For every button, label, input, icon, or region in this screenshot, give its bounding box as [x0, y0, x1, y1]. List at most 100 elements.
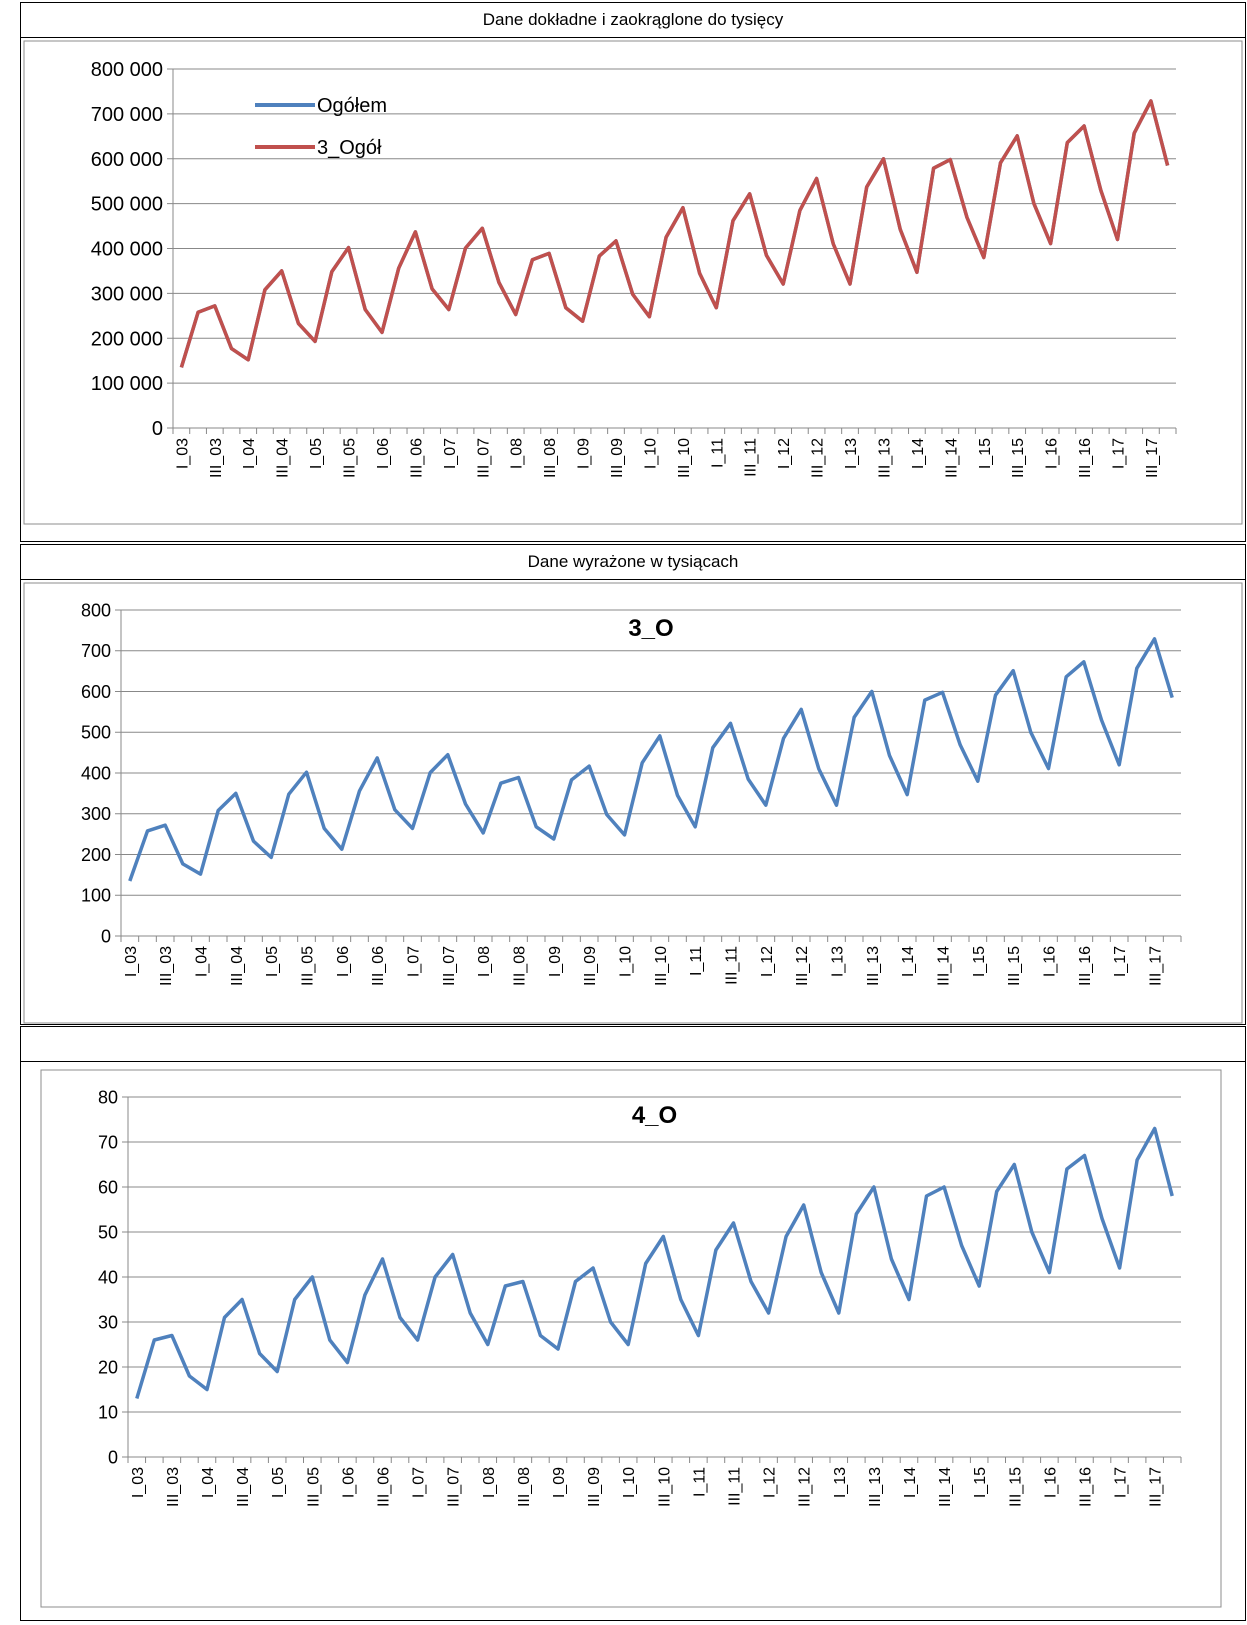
y-tick-label: 300: [81, 804, 111, 824]
x-tick-label: I_08: [481, 1467, 498, 1498]
x-tick-label: I_17: [1113, 1467, 1130, 1498]
y-tick-label: 0: [108, 1447, 118, 1467]
y-tick-label: 500 000: [91, 194, 163, 216]
y-tick-label: 10: [98, 1402, 118, 1422]
x-tick-label: III_06: [370, 946, 387, 986]
x-tick-label: III_13: [865, 946, 882, 986]
y-tick-label: 100: [81, 886, 111, 906]
x-tick-label: III_12: [794, 946, 811, 986]
y-tick-label: 500: [81, 723, 111, 743]
y-tick-label: 400: [81, 763, 111, 783]
x-tick-label: III_10: [653, 946, 670, 986]
x-tick-label: III_10: [656, 1467, 673, 1507]
x-tick-label: I_11: [688, 946, 705, 976]
series-line-0: [128, 637, 1174, 882]
x-tick-label: III_15: [1010, 438, 1027, 478]
y-tick-label: 800: [81, 600, 111, 620]
x-tick-label: I_04: [200, 1467, 217, 1498]
x-tick-label: III_04: [235, 1467, 252, 1507]
x-tick-label: I_16: [1042, 946, 1059, 977]
y-tick-label: 800 000: [91, 59, 163, 81]
y-tick-label: 700: [81, 641, 111, 661]
x-tick-label: III_17: [1144, 438, 1161, 478]
chart-cell-3: 0 10 20 30 40 50 60 70 80 I_03 III_03 I_04 III_04 I_0…: [20, 1061, 1246, 1621]
x-tick-label: I_07: [411, 1467, 428, 1498]
x-tick-label: I_14: [900, 946, 917, 977]
x-tick-label: I_12: [759, 946, 776, 977]
x-tick-label: III_11: [724, 946, 741, 985]
chart-exact-values: 0 100 000 200 000 300 000 400 000 500 000 600 …: [23, 40, 1243, 525]
section-title-empty: [20, 1026, 1246, 1062]
x-tick-label: III_16: [1077, 1467, 1094, 1507]
x-tick-label: I_13: [830, 946, 847, 977]
chart-3-o: 0 100 200 300 400 500 600 700 800 I_03 III_03 I_04 I…: [23, 582, 1243, 1024]
section-title-exact: Dane dokładne i zaokrąglone do tysięcy: [20, 2, 1246, 38]
x-tick-label: I_07: [442, 438, 459, 469]
y-tick-label: 50: [98, 1222, 118, 1242]
x-tick-label: I_10: [621, 1467, 638, 1498]
x-tick-label: I_08: [476, 946, 493, 977]
x-tick-label: III_12: [810, 438, 827, 478]
x-tick-label: III_13: [876, 438, 893, 478]
x-tick-label: I_15: [971, 946, 988, 977]
x-tick-label: I_05: [308, 438, 325, 469]
x-tick-label: I_06: [375, 438, 392, 469]
y-tick-label: 0: [101, 926, 111, 946]
y-tick-label: 40: [98, 1267, 118, 1287]
chart-cell-2: 0 100 200 300 400 500 600 700 800 I_03 III_03 I_04 I…: [20, 579, 1246, 1025]
x-tick-label: III_14: [943, 438, 960, 478]
section-title-thousands: Dane wyrażone w tysiącach: [20, 544, 1246, 580]
x-tick-label: I_10: [642, 438, 659, 469]
x-tick-label: I_09: [547, 946, 564, 977]
x-tick-label: III_07: [446, 1467, 463, 1507]
x-tick-label: I_17: [1112, 946, 1129, 977]
x-tick-label: III_10: [676, 438, 693, 478]
x-tick-label: III_09: [609, 438, 626, 478]
y-tick-label: 70: [98, 1132, 118, 1152]
y-tick-label: 60: [98, 1177, 118, 1197]
x-tick-label: I_06: [340, 1467, 357, 1498]
x-tick-label: I_13: [832, 1467, 849, 1498]
x-tick-label: III_07: [441, 946, 458, 986]
y-tick-label: 400 000: [91, 239, 163, 261]
x-tick-label: III_07: [475, 438, 492, 478]
y-tick-label: 200: [81, 845, 111, 865]
x-tick-label: I_11: [709, 438, 726, 468]
chart-title: 3_O: [628, 615, 673, 642]
x-tick-label: I_11: [691, 1467, 708, 1497]
y-tick-label: 600 000: [91, 149, 163, 171]
x-tick-label: I_04: [194, 946, 211, 977]
x-tick-label: III_09: [586, 1467, 603, 1507]
x-tick-label: III_17: [1148, 1467, 1165, 1507]
x-tick-label: I_05: [264, 946, 281, 977]
x-tick-label: I_03: [123, 946, 140, 977]
x-tick-label: III_15: [1007, 1467, 1024, 1507]
y-tick-label: 300 000: [91, 283, 163, 305]
y-tick-label: 30: [98, 1312, 118, 1332]
x-tick-label: III_14: [937, 1467, 954, 1507]
x-tick-label: I_07: [406, 946, 423, 977]
legend-label-1: 3_Ogół: [317, 137, 382, 159]
x-tick-label: I_04: [241, 438, 258, 469]
series-line-0: [135, 1126, 1174, 1400]
x-tick-label: III_15: [1006, 946, 1023, 986]
x-tick-label: I_12: [762, 1467, 779, 1498]
x-tick-label: III_03: [165, 1467, 182, 1507]
x-tick-label: I_08: [509, 438, 526, 469]
legend-label-0: Ogółem: [317, 95, 387, 117]
x-tick-label: I_06: [335, 946, 352, 977]
x-tick-label: III_16: [1077, 946, 1094, 986]
x-tick-label: I_03: [174, 438, 191, 469]
x-tick-label: I_16: [1044, 438, 1061, 469]
x-tick-label: I_15: [977, 438, 994, 469]
x-tick-label: III_11: [743, 438, 760, 477]
y-tick-label: 20: [98, 1357, 118, 1377]
x-tick-label: III_06: [408, 438, 425, 478]
y-tick-label: 700 000: [91, 104, 163, 126]
x-tick-label: III_05: [342, 438, 359, 478]
y-tick-label: 0: [152, 418, 163, 440]
x-tick-label: I_13: [843, 438, 860, 469]
x-tick-label: III_12: [797, 1467, 814, 1507]
y-tick-label: 600: [81, 682, 111, 702]
x-tick-label: I_14: [910, 438, 927, 469]
